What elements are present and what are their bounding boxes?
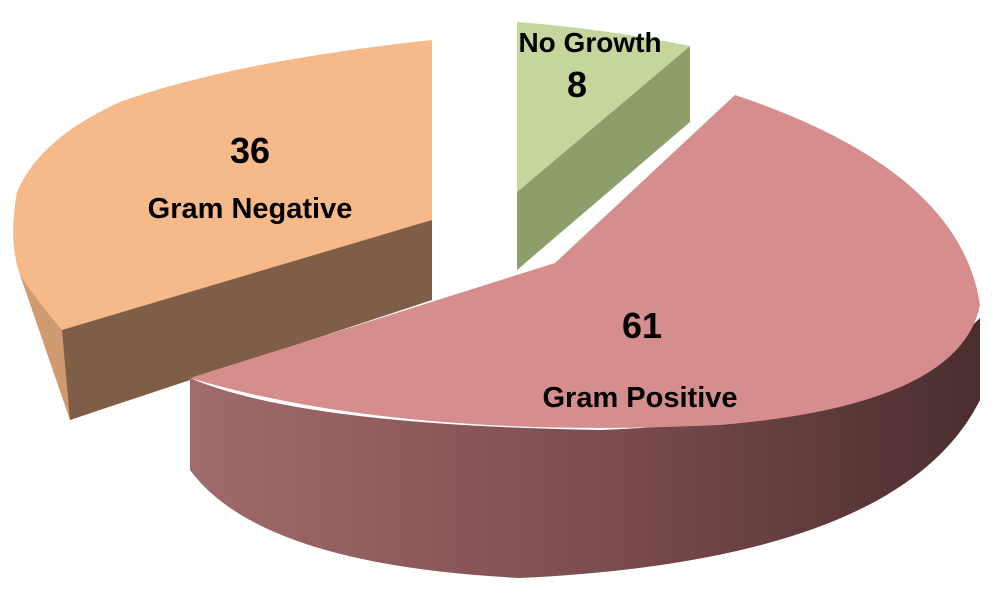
slice-gram-positive-top bbox=[190, 95, 980, 428]
slice-gram-negative bbox=[13, 40, 433, 420]
slice-no-growth-value: 8 bbox=[567, 64, 587, 105]
slice-no-growth-wall bbox=[517, 46, 690, 270]
slice-no-growth-top bbox=[517, 22, 690, 192]
slice-gram-negative-wall bbox=[62, 220, 432, 420]
slice-gram-positive-label: Gram Positive bbox=[542, 382, 737, 414]
slice-gram-positive-value: 61 bbox=[622, 305, 662, 346]
slice-gram-negative-value: 36 bbox=[230, 130, 270, 171]
slice-gram-negative-label: Gram Negative bbox=[148, 193, 353, 225]
slice-gram-positive-side bbox=[190, 318, 980, 578]
slice-no-growth-label: No Growth bbox=[518, 27, 661, 58]
slice-gram-negative-top bbox=[13, 40, 433, 330]
slice-gram-positive bbox=[190, 95, 980, 578]
slice-no-growth bbox=[517, 22, 690, 270]
